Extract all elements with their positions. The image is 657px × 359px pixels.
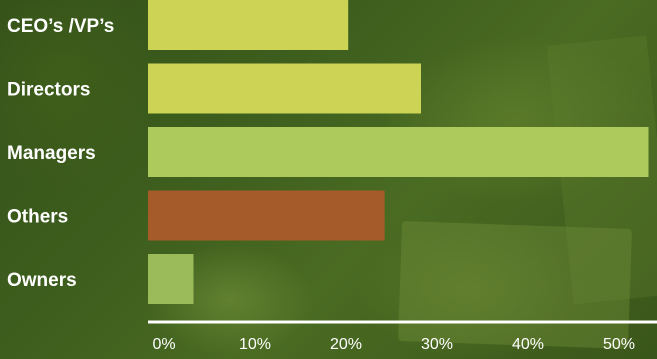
category-label: CEO’s /VP’s (7, 16, 114, 37)
category-label: Managers (7, 143, 96, 164)
category-label: Directors (7, 80, 90, 101)
x-tick-label: 40% (512, 336, 544, 353)
category-label: Others (7, 207, 68, 228)
x-tick-label: 30% (421, 336, 453, 353)
category-label: Owners (7, 270, 77, 291)
bar-4 (148, 254, 194, 304)
bars (148, 0, 649, 304)
x-tick-labels: 0% 10% 20% 30% 40% 50% (152, 336, 635, 353)
x-tick-label: 10% (239, 336, 271, 353)
x-tick-label: 0% (152, 336, 175, 353)
bar-3 (148, 190, 385, 241)
category-labels: CEO’s /VP’s Directors Managers Others Owners (7, 16, 114, 291)
bar-1 (148, 63, 421, 114)
bar-2 (148, 127, 649, 177)
x-tick-label: 50% (603, 336, 635, 353)
bar-0 (148, 0, 349, 50)
x-tick-label: 20% (330, 336, 362, 353)
